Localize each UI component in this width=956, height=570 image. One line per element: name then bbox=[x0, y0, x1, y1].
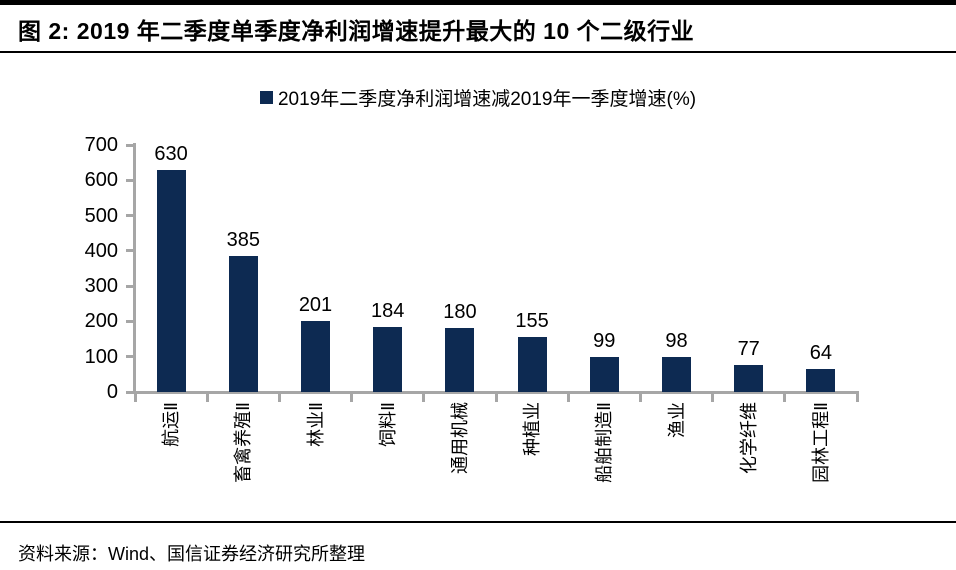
x-category-label: 航运Ⅱ bbox=[161, 402, 182, 447]
x-axis-tick bbox=[855, 393, 859, 402]
bar-value-label: 99 bbox=[593, 330, 616, 353]
x-axis-tick bbox=[133, 393, 137, 402]
bar-value-label: 630 bbox=[154, 142, 188, 165]
x-category-label: 园林工程Ⅱ bbox=[810, 402, 831, 483]
bar-value-label: 385 bbox=[226, 229, 260, 252]
x-axis-tick bbox=[422, 393, 426, 402]
bar-value-label: 184 bbox=[371, 300, 405, 323]
figure-title: 图 2: 2019 年二季度单季度净利润增速提升最大的 10 个二级行业 bbox=[18, 18, 695, 44]
x-category-label: 船舶制造Ⅱ bbox=[594, 402, 615, 483]
y-axis-tick bbox=[126, 284, 135, 288]
x-axis-tick bbox=[350, 393, 354, 402]
x-category-label: 畜禽养殖Ⅱ bbox=[233, 402, 254, 483]
bar bbox=[589, 357, 619, 392]
bar bbox=[156, 169, 186, 392]
x-category-label: 种植业 bbox=[522, 402, 543, 456]
y-axis-label: 600 bbox=[84, 169, 118, 192]
x-category-label: 渔业 bbox=[666, 402, 687, 438]
y-axis bbox=[133, 143, 136, 394]
bar bbox=[445, 328, 475, 392]
y-axis-tick bbox=[126, 249, 135, 253]
bar bbox=[301, 321, 330, 392]
chart-legend: 2019年二季度净利润增速减2019年一季度增速(%) bbox=[0, 84, 956, 111]
y-axis-tick bbox=[126, 143, 135, 147]
x-axis-tick bbox=[205, 393, 209, 402]
y-axis-label: 100 bbox=[84, 345, 118, 368]
bar bbox=[734, 364, 764, 392]
bar-value-label: 64 bbox=[809, 342, 833, 365]
x-axis bbox=[133, 391, 859, 394]
bar-value-label: 155 bbox=[515, 310, 549, 333]
y-axis-tick bbox=[126, 178, 135, 182]
y-axis-label: 0 bbox=[106, 381, 118, 403]
bar bbox=[662, 357, 691, 392]
bar bbox=[517, 337, 547, 392]
x-axis-tick bbox=[783, 393, 787, 402]
y-axis-label: 500 bbox=[84, 204, 118, 227]
bar bbox=[228, 256, 258, 392]
x-axis-tick bbox=[711, 393, 715, 402]
y-axis-label: 300 bbox=[84, 275, 118, 298]
bar-value-label: 77 bbox=[737, 337, 760, 360]
top-rule bbox=[0, 0, 956, 5]
x-axis-tick bbox=[638, 393, 642, 402]
x-category-label: 化学纤维 bbox=[738, 402, 759, 474]
legend-label: 2019年二季度净利润增速减2019年一季度增速(%) bbox=[277, 89, 697, 110]
x-category-label: 林业Ⅱ bbox=[305, 402, 326, 447]
bar-value-label: 201 bbox=[298, 294, 333, 317]
x-axis-tick bbox=[277, 393, 281, 402]
y-axis-tick bbox=[126, 355, 135, 359]
x-category-label: 通用机械 bbox=[449, 402, 470, 474]
x-category-label: 饲料Ⅱ bbox=[377, 402, 398, 447]
bar bbox=[373, 327, 403, 392]
title-rule bbox=[0, 51, 956, 53]
bar-value-label: 98 bbox=[665, 330, 688, 353]
legend-swatch bbox=[259, 91, 273, 104]
y-axis-tick bbox=[126, 319, 135, 323]
y-axis-tick bbox=[126, 214, 135, 218]
y-axis-tick bbox=[126, 390, 135, 394]
y-axis-label: 200 bbox=[84, 310, 118, 333]
x-axis-tick bbox=[566, 393, 570, 402]
source-note: 资料来源：Wind、国信证券经济研究所整理 bbox=[18, 544, 366, 564]
bar-value-label: 180 bbox=[443, 301, 477, 324]
footer-rule bbox=[0, 521, 956, 523]
y-axis-label: 400 bbox=[84, 239, 118, 262]
bar bbox=[806, 369, 836, 392]
x-axis-tick bbox=[494, 393, 498, 402]
y-axis-label: 700 bbox=[84, 134, 118, 156]
